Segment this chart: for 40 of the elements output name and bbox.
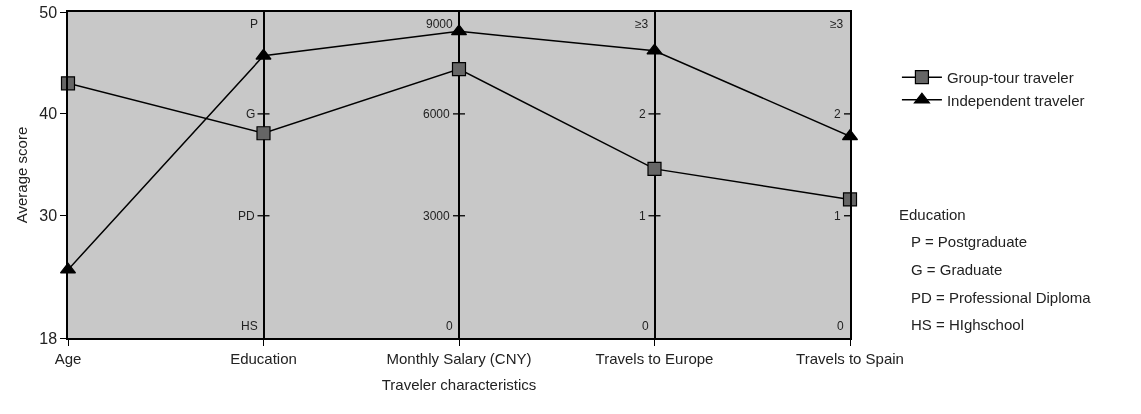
- point: [842, 192, 858, 207]
- legend-label: Group-tour traveler: [946, 69, 1074, 86]
- text: HS = HIghschool: [911, 316, 1024, 333]
- y-tick-label: 18: [39, 329, 58, 347]
- point: [647, 161, 662, 176]
- annotation: G: [246, 107, 256, 121]
- y-tick-label: 30: [39, 207, 58, 225]
- y-tick-label: 40: [39, 105, 58, 123]
- annotation: 0: [837, 319, 844, 333]
- annotation: 1: [834, 209, 841, 223]
- legend-label: Independent traveler: [946, 91, 1085, 109]
- annotation: 3000: [423, 209, 451, 223]
- annotation: 0: [642, 319, 649, 333]
- annotation: 2: [834, 107, 841, 121]
- annotation: P: [250, 17, 259, 31]
- text: Education: [899, 206, 966, 223]
- y-tick-label: 50: [39, 3, 58, 21]
- annotation: 0: [446, 319, 453, 333]
- annotation: PD: [238, 209, 255, 223]
- annotation: 2: [639, 107, 646, 121]
- annotation: ≥3: [830, 17, 844, 31]
- text: P = Postgraduate: [911, 233, 1028, 250]
- text: G = Graduate: [911, 261, 1003, 278]
- point: [451, 61, 467, 77]
- text: PD = Professional Diploma: [911, 289, 1092, 306]
- point: [646, 43, 663, 55]
- x-tick-label: Education: [230, 349, 297, 367]
- annotation: 9000: [426, 17, 454, 31]
- point: [255, 48, 272, 60]
- annotation: HS: [241, 319, 258, 333]
- annotation: 1: [639, 209, 646, 223]
- x-tick-label: Monthly Salary (CNY): [386, 349, 532, 367]
- point: [256, 126, 271, 141]
- annotation: ≥3: [635, 17, 649, 31]
- y-axis-title: Average score: [13, 126, 30, 224]
- x-tick-label: Age: [54, 349, 82, 367]
- x-tick-label: Travels to Spain: [796, 349, 904, 367]
- x-axis-title: Traveler characteristics: [381, 376, 537, 394]
- annotation: 6000: [423, 107, 451, 121]
- x-tick-label: Travels to Europe: [595, 349, 714, 367]
